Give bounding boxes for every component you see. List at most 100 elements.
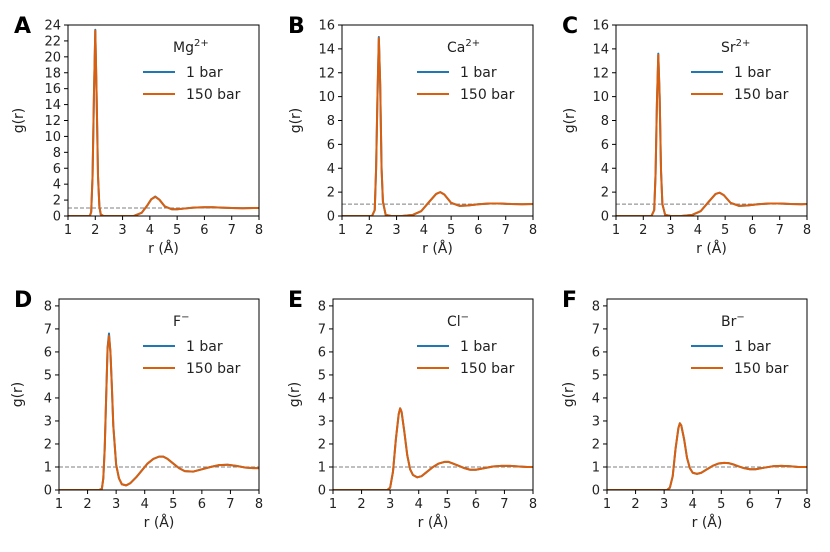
y-tick-label: 0: [601, 210, 609, 225]
y-tick-label: 16: [592, 19, 609, 34]
y-tick-label: 12: [44, 114, 61, 129]
y-tick-label: 1: [318, 460, 326, 475]
x-tick-label: 2: [639, 223, 647, 238]
x-tick-label: 3: [386, 497, 394, 512]
x-tick-label: 6: [748, 223, 756, 238]
x-tick-label: 4: [141, 497, 149, 512]
y-tick-label: 6: [53, 162, 61, 177]
series-line-150bar: [607, 422, 807, 490]
x-tick-label: 8: [529, 497, 537, 512]
y-tick-label: 14: [318, 42, 335, 57]
axes-frame: [332, 298, 534, 491]
legend-title: F−: [173, 312, 189, 330]
x-axis-label: r (Å): [144, 514, 175, 531]
x-axis-label: r (Å): [418, 514, 449, 531]
panel-label: A: [14, 14, 31, 39]
y-tick-label: 7: [318, 322, 326, 337]
y-tick-label: 4: [601, 162, 609, 177]
x-tick-label: 8: [803, 497, 811, 512]
x-axis-label: r (Å): [148, 240, 179, 257]
axes-frame: [606, 298, 808, 491]
y-tick-label: 16: [318, 19, 335, 34]
y-tick-label: 6: [601, 138, 609, 153]
y-tick-label: 2: [53, 194, 61, 209]
x-tick-label: 7: [226, 497, 234, 512]
y-axis-label: g(r): [561, 382, 577, 408]
y-tick-label: 1: [44, 460, 52, 475]
series-line-150bar: [616, 53, 807, 216]
series-line-1bar: [333, 407, 533, 490]
y-tick-label: 6: [318, 345, 326, 360]
legend-title: Ca2+: [447, 38, 480, 56]
y-tick-label: 4: [592, 391, 600, 406]
y-tick-label: 14: [44, 98, 61, 113]
x-tick-label: 7: [228, 223, 236, 238]
x-tick-label: 7: [776, 223, 784, 238]
legend-entry-1bar: 1 bar: [460, 65, 497, 81]
panel-label: E: [288, 288, 303, 313]
x-tick-label: 8: [255, 497, 263, 512]
x-tick-label: 2: [631, 497, 639, 512]
y-tick-label: 6: [327, 138, 335, 153]
y-tick-label: 7: [44, 322, 52, 337]
y-tick-label: 0: [318, 484, 326, 499]
x-tick-label: 6: [746, 497, 754, 512]
x-tick-label: 2: [365, 223, 373, 238]
x-tick-label: 6: [198, 497, 206, 512]
legend-entry-1bar: 1 bar: [460, 339, 497, 355]
legend-entry-150bar: 150 bar: [734, 361, 789, 377]
y-axis-label: g(r): [11, 108, 27, 134]
y-tick-label: 4: [327, 162, 335, 177]
y-tick-label: 0: [53, 210, 61, 225]
x-tick-label: 8: [803, 223, 811, 238]
x-tick-label: 6: [474, 223, 482, 238]
y-tick-label: 10: [592, 90, 609, 105]
y-tick-label: 3: [318, 414, 326, 429]
y-tick-label: 6: [592, 345, 600, 360]
legend-entry-150bar: 150 bar: [186, 87, 241, 103]
x-tick-label: 8: [255, 223, 263, 238]
legend-entry-1bar: 1 bar: [186, 65, 223, 81]
x-axis-label: r (Å): [422, 240, 453, 257]
series-line-150bar: [59, 334, 259, 490]
x-tick-label: 3: [666, 223, 674, 238]
legend-entry-150bar: 150 bar: [460, 87, 515, 103]
y-tick-label: 5: [318, 368, 326, 383]
legend-entry-150bar: 150 bar: [734, 87, 789, 103]
x-tick-label: 5: [169, 497, 177, 512]
x-tick-label: 2: [83, 497, 91, 512]
x-tick-label: 5: [173, 223, 181, 238]
x-tick-label: 1: [329, 497, 337, 512]
x-axis-label: r (Å): [696, 240, 727, 257]
x-tick-label: 2: [91, 223, 99, 238]
legend-entry-1bar: 1 bar: [734, 339, 771, 355]
y-tick-label: 0: [592, 484, 600, 499]
x-tick-label: 5: [443, 497, 451, 512]
y-tick-label: 24: [44, 19, 61, 34]
y-tick-label: 1: [592, 460, 600, 475]
y-axis-label: g(r): [10, 382, 26, 408]
axes-frame: [615, 24, 808, 217]
axes-frame: [58, 298, 260, 491]
y-tick-label: 2: [318, 437, 326, 452]
legend-title: Cl−: [447, 312, 469, 330]
y-tick-label: 12: [592, 66, 609, 81]
y-tick-label: 14: [592, 42, 609, 57]
y-tick-label: 8: [592, 299, 600, 314]
x-tick-label: 6: [472, 497, 480, 512]
x-tick-label: 1: [603, 497, 611, 512]
y-tick-label: 18: [44, 66, 61, 81]
y-axis-label: g(r): [287, 382, 303, 408]
y-tick-label: 20: [44, 50, 61, 65]
x-tick-label: 1: [612, 223, 620, 238]
x-tick-label: 3: [112, 497, 120, 512]
x-tick-label: 5: [721, 223, 729, 238]
x-tick-label: 2: [357, 497, 365, 512]
x-tick-label: 3: [660, 497, 668, 512]
legend-entry-150bar: 150 bar: [460, 361, 515, 377]
panel-label: F: [562, 288, 577, 313]
legend-entry-1bar: 1 bar: [186, 339, 223, 355]
